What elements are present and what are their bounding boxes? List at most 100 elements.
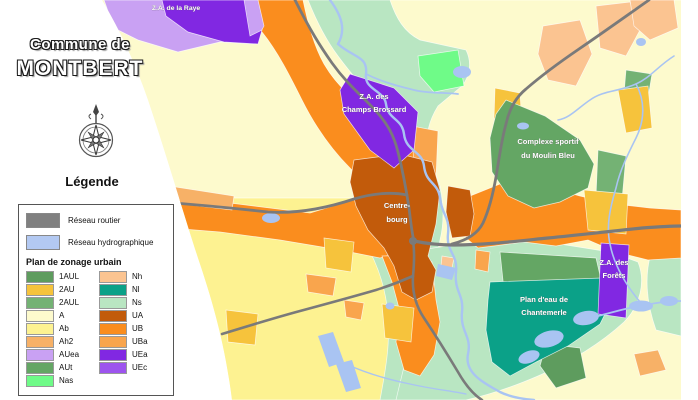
commune-name: MONTBERT xyxy=(16,57,144,80)
river-branch-east xyxy=(365,73,459,95)
legend-item-A: A xyxy=(26,309,93,322)
zone-label-Ab: Ab xyxy=(59,323,69,333)
map-label-bourg-1: Centre- xyxy=(384,201,411,210)
zone-region-Nas xyxy=(417,49,465,93)
legend-item-Nh: Nh xyxy=(99,270,166,283)
roads-swatch xyxy=(26,213,60,228)
zone-label-2AUL: 2AUL xyxy=(59,297,80,307)
zone-region-Nh-c xyxy=(629,0,679,41)
zone-swatch-1AUL xyxy=(26,270,54,283)
zone-region-UA-centre xyxy=(349,153,441,301)
legend-item-1AUL: 1AUL xyxy=(26,270,93,283)
legend-item-UBa: UBa xyxy=(99,335,166,348)
legend-item-AUt: AUt xyxy=(26,361,93,374)
legend-item-Nas: Nas xyxy=(26,374,93,387)
road-northwest xyxy=(293,0,416,243)
legend-box: Réseau routier Réseau hydrographique Pla… xyxy=(18,204,174,396)
zone-region-UEa-forets xyxy=(597,242,630,319)
zone-swatch-UA xyxy=(99,309,127,322)
zone-label-UA: UA xyxy=(132,310,144,320)
map-label-moulin-1: Complexe sportif xyxy=(517,137,579,146)
zone-label-A: A xyxy=(59,310,65,320)
zone-region-UBa-c xyxy=(343,299,365,321)
zone-label-Nl: Nl xyxy=(132,284,140,294)
zone-region-2AU-c xyxy=(583,189,629,235)
stream-east xyxy=(607,83,644,304)
zone-region-1AUL xyxy=(539,343,587,389)
zone-swatch-2AU xyxy=(26,283,54,296)
zone-label-UB: UB xyxy=(132,323,144,333)
legend-item-UEa: UEa xyxy=(99,348,166,361)
zone-label-Nas: Nas xyxy=(59,375,74,385)
zone-label-Nh: Nh xyxy=(132,271,143,281)
road-west xyxy=(146,191,409,214)
zoning-legend-col-right: Nh Nl Ns UA UB UBa U xyxy=(99,270,166,386)
hydro-label: Réseau hydrographique xyxy=(68,238,154,247)
legend-item-UB: UB xyxy=(99,322,166,335)
road-junction xyxy=(409,237,417,245)
zone-swatch-Ah2 xyxy=(26,335,54,348)
zone-swatch-Ab xyxy=(26,322,54,335)
zone-swatch-Nl xyxy=(99,283,127,296)
zone-label-AUea: AUea xyxy=(59,349,80,359)
zone-region-2AU-e xyxy=(381,303,415,343)
map-label-forets-2: Forêts xyxy=(603,271,626,280)
zone-label-Ns: Ns xyxy=(132,297,142,307)
zone-region-AUt-complexe xyxy=(489,99,595,209)
roads-layer xyxy=(146,0,681,400)
zone-label-1AUL: 1AUL xyxy=(59,271,80,281)
zone-swatch-UEa xyxy=(99,348,127,361)
compass-rose-icon xyxy=(78,104,114,158)
page-title: Commune de MONTBERT xyxy=(10,36,150,81)
zone-swatch-AUt xyxy=(26,361,54,374)
legend-item-Ns: Ns xyxy=(99,296,166,309)
stream-southwest xyxy=(345,363,467,395)
ponds xyxy=(262,38,678,392)
zone-region-UA-east xyxy=(445,185,475,239)
zone-swatch-A xyxy=(26,309,54,322)
legend-item-Ah2: Ah2 xyxy=(26,335,93,348)
zoning-legend-col-left: 1AUL 2AU 2AUL A Ab Ah2 xyxy=(26,270,93,387)
zone-label-2AU: 2AU xyxy=(59,284,75,294)
zone-swatch-2AUL xyxy=(26,296,54,309)
legend-title: Légende xyxy=(65,174,119,189)
zone-swatch-Ns xyxy=(99,296,127,309)
map-label-forets-1: Z.A. des xyxy=(599,258,628,267)
zone-swatch-Nas xyxy=(26,374,54,387)
zone-swatch-UEc xyxy=(99,361,127,374)
zone-label-Ah2: Ah2 xyxy=(59,336,74,346)
legend-item-Ab: Ab xyxy=(26,322,93,335)
map-label-raye: Z.A. de la Raye xyxy=(152,5,201,12)
zoning-title: Plan de zonage urbain xyxy=(26,257,122,267)
zone-region-UBa-d xyxy=(474,249,491,273)
commune-title-line: Commune de xyxy=(29,36,130,53)
legend-item-2AU: 2AU xyxy=(26,283,93,296)
road-east xyxy=(412,224,681,247)
zone-swatch-UBa xyxy=(99,335,127,348)
zone-swatch-UB xyxy=(99,322,127,335)
zone-swatch-AUea xyxy=(26,348,54,361)
legend-item-Nl: Nl xyxy=(99,283,166,296)
map-label-brossard-1: Z.A. des xyxy=(359,92,388,101)
legend-item-2AUL: 2AUL xyxy=(26,296,93,309)
zoning-legend: 1AUL 2AU 2AUL A Ab Ah2 xyxy=(26,270,166,387)
road-northeast xyxy=(450,0,651,246)
hydro-swatch xyxy=(26,235,60,250)
map-label-chantemerle-2: Chantemerle xyxy=(521,308,566,317)
roads-label: Réseau routier xyxy=(68,216,121,225)
road-south xyxy=(411,239,484,400)
zone-region-Ah2-se xyxy=(633,349,667,377)
map-label-bourg-2: bourg xyxy=(386,215,408,224)
water-layer xyxy=(262,0,681,400)
zone-region-UEa-brossard xyxy=(339,73,419,169)
legend-item-AUea: AUea xyxy=(26,348,93,361)
zone-region-2AU-d xyxy=(323,237,355,273)
map-label-moulin-2: du Moulin Bleu xyxy=(521,151,575,160)
map-label-brossard-2: Champs Brossard xyxy=(342,105,407,114)
road-southwest xyxy=(220,274,415,336)
zone-swatch-Nh xyxy=(99,270,127,283)
stream-northeast xyxy=(557,55,675,121)
legend-item-UEc: UEc xyxy=(99,361,166,374)
